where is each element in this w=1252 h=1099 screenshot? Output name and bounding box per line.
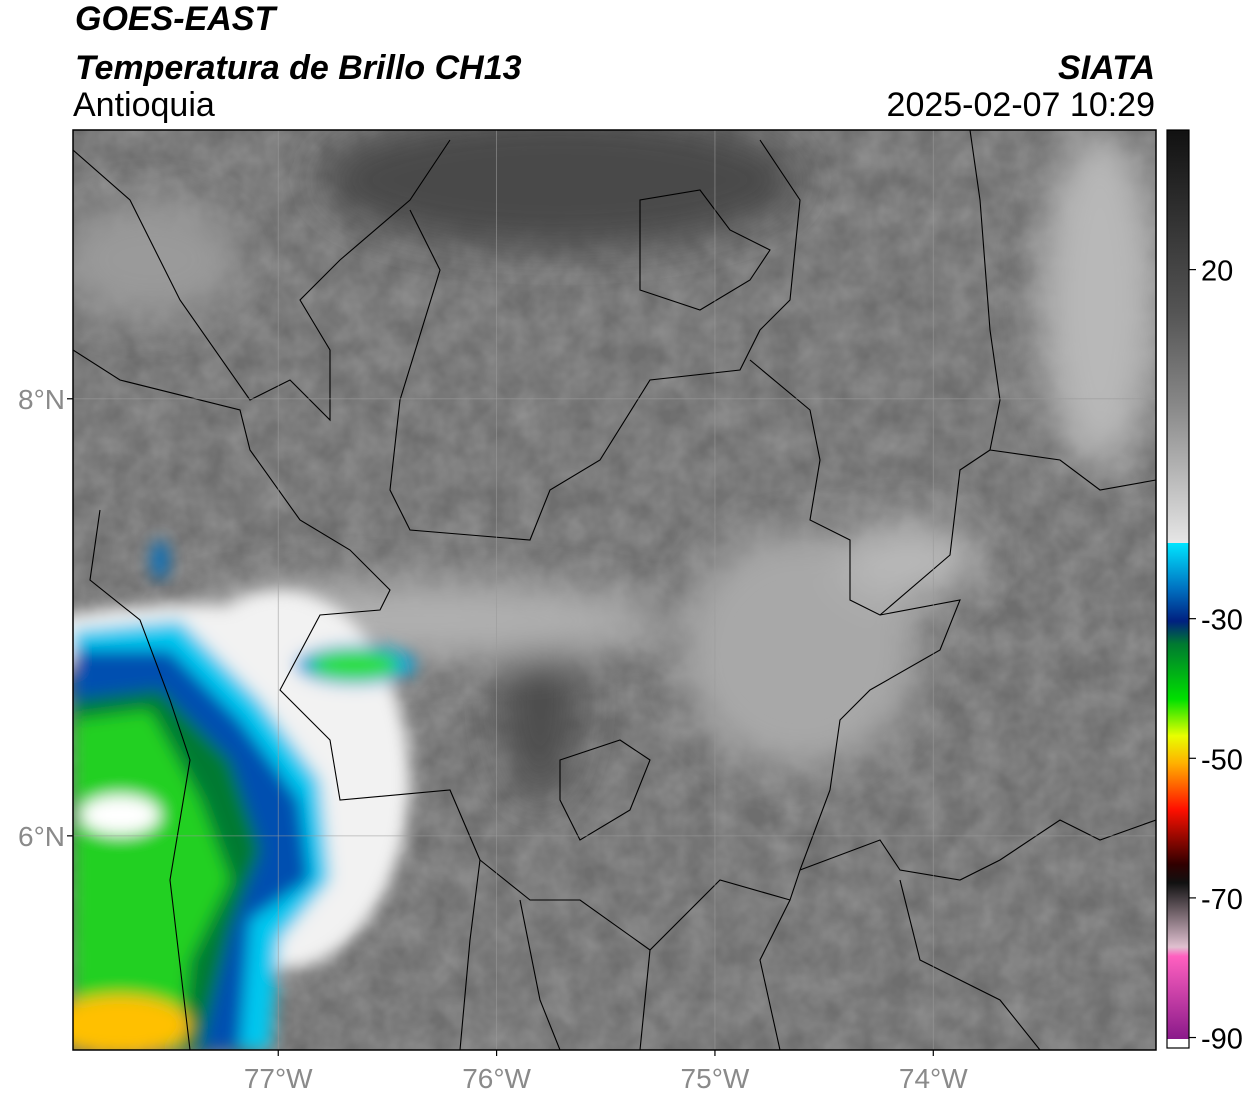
map-frame xyxy=(72,129,1157,1051)
x-tick-label: 74°W xyxy=(899,1063,968,1094)
x-tick-label: 76°W xyxy=(462,1063,531,1094)
product-title: Temperatura de Brillo CH13 xyxy=(75,49,522,87)
satellite-title: GOES-EAST xyxy=(75,0,278,38)
colorbar-tick-label: -70 xyxy=(1201,884,1243,916)
x-tick-label: 77°W xyxy=(244,1063,313,1094)
x-tick-label: 75°W xyxy=(681,1063,750,1094)
graticule xyxy=(73,130,1156,1050)
colorbar-tick-label: -90 xyxy=(1201,1024,1243,1056)
boundaries xyxy=(73,130,1156,1050)
y-tick-label: 6°N xyxy=(18,821,65,852)
datetime-label: 2025-02-07 10:29 xyxy=(887,86,1155,124)
colorbar-tick-label: -50 xyxy=(1201,744,1243,776)
colorbar xyxy=(1167,130,1189,1048)
colorbar-tick-label: -30 xyxy=(1201,605,1243,637)
region-label: Antioquia xyxy=(73,86,215,124)
imagery xyxy=(73,130,1156,1050)
y-tick-label: 8°N xyxy=(18,384,65,415)
agency-label: SIATA xyxy=(1058,49,1155,87)
colorbar-tick-label: 20 xyxy=(1201,256,1233,288)
colorbar-frame xyxy=(1166,129,1190,1049)
